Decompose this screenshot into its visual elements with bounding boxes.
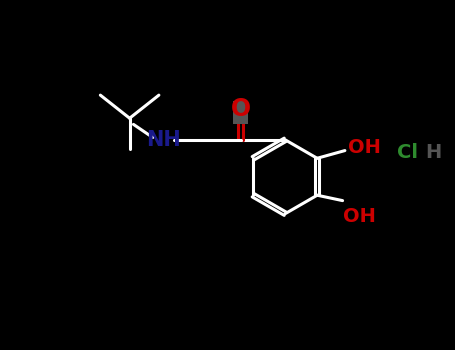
Text: NH: NH [146, 130, 181, 150]
Text: OH: OH [343, 207, 375, 226]
Text: H: H [425, 144, 441, 162]
Text: Cl: Cl [397, 144, 418, 162]
Text: OH: OH [348, 138, 381, 157]
FancyBboxPatch shape [233, 100, 248, 124]
Text: O: O [230, 97, 251, 121]
